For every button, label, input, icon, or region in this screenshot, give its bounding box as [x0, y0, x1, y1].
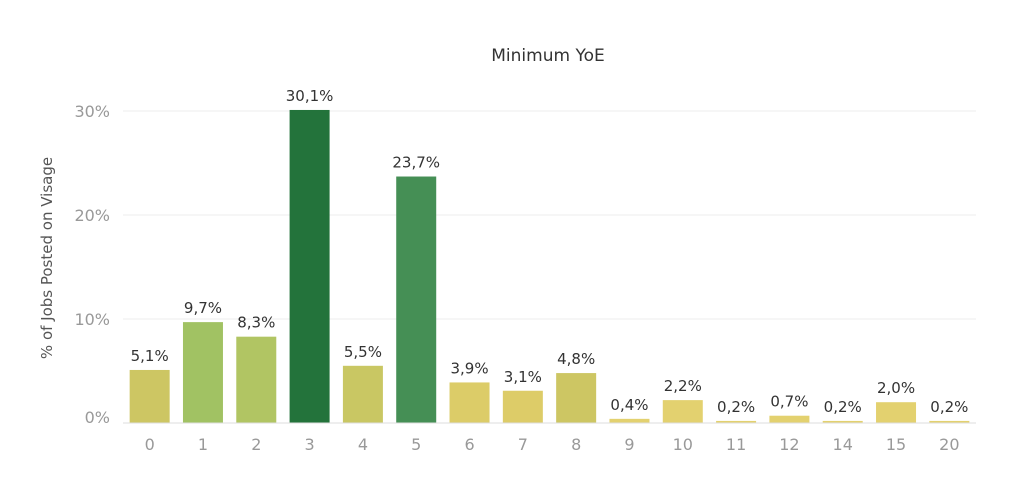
data-label: 5,1% — [131, 347, 169, 365]
data-label: 3,1% — [504, 368, 542, 386]
y-axis-ticks: 0% 10% 20% 30% — [74, 102, 110, 427]
bars — [129, 109, 970, 424]
bar-7 — [502, 390, 543, 423]
y-axis-label: % of Jobs Posted on Visage — [38, 157, 56, 359]
x-tick-label: 10 — [673, 435, 693, 454]
bar-3 — [289, 109, 330, 424]
x-axis-ticks: 0 1 2 3 4 5 6 7 8 9 10 11 12 14 15 20 — [145, 435, 960, 454]
x-tick-label: 9 — [624, 435, 634, 454]
x-tick-label: 3 — [305, 435, 315, 454]
x-tick-label: 12 — [779, 435, 799, 454]
bar-15 — [876, 402, 917, 423]
bar-11 — [716, 420, 757, 423]
data-label: 0,2% — [717, 398, 755, 416]
y-tick-label: 10% — [74, 310, 110, 329]
data-label: 30,1% — [286, 87, 334, 105]
x-tick-label: 4 — [358, 435, 368, 454]
data-label: 8,3% — [237, 314, 275, 332]
bar-10 — [662, 400, 703, 423]
gridlines — [123, 110, 976, 320]
x-tick-label: 14 — [833, 435, 853, 454]
x-tick-label: 2 — [251, 435, 261, 454]
x-tick-label: 0 — [145, 435, 155, 454]
data-label: 4,8% — [557, 350, 595, 368]
data-label: 3,9% — [450, 359, 488, 377]
data-labels: 5,1% 9,7% 8,3% 30,1% 5,5% 23,7% 3,9% 3,1% 4,8% 0,… — [131, 87, 969, 416]
data-label: 0,7% — [770, 393, 808, 411]
data-label: 5,5% — [344, 343, 382, 361]
bar-0 — [129, 369, 170, 423]
bar-2 — [236, 336, 277, 423]
x-tick-label: 1 — [198, 435, 208, 454]
chart-title: Minimum YoE — [491, 46, 604, 66]
bar-9 — [609, 418, 650, 423]
data-label: 2,2% — [664, 377, 702, 395]
bar-20 — [929, 420, 970, 423]
bar-12 — [769, 415, 810, 423]
x-tick-label: 5 — [411, 435, 421, 454]
bar-5 — [396, 176, 437, 423]
bar-1 — [182, 322, 223, 423]
x-tick-label: 8 — [571, 435, 581, 454]
data-label: 9,7% — [184, 299, 222, 317]
y-tick-label: 30% — [74, 102, 110, 121]
x-tick-label: 11 — [726, 435, 746, 454]
x-tick-label: 20 — [939, 435, 959, 454]
bar-4 — [342, 365, 383, 423]
data-label: 0,2% — [930, 398, 968, 416]
y-tick-label: 20% — [74, 206, 110, 225]
data-label: 23,7% — [392, 154, 440, 172]
data-label: 2,0% — [877, 379, 915, 397]
bar-6 — [449, 382, 490, 423]
data-label: 0,4% — [610, 396, 648, 414]
y-tick-label: 0% — [85, 408, 110, 427]
x-tick-label: 6 — [464, 435, 474, 454]
bar-14 — [822, 420, 863, 423]
data-label: 0,2% — [824, 398, 862, 416]
bar-8 — [556, 373, 597, 423]
x-tick-label: 7 — [518, 435, 528, 454]
x-tick-label: 15 — [886, 435, 906, 454]
